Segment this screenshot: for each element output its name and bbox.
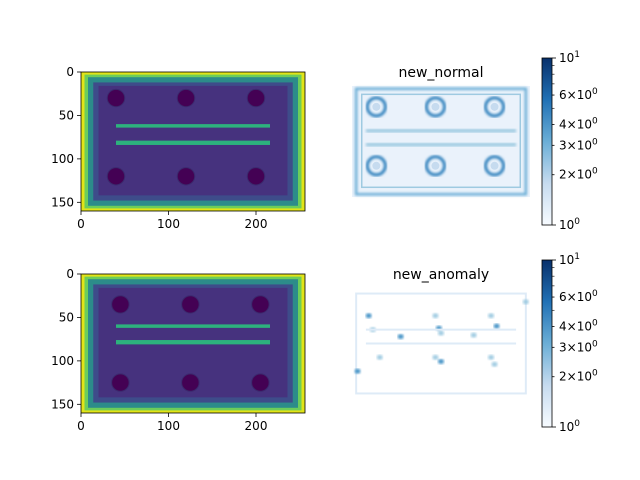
x-tick-label: 100: [157, 217, 180, 231]
axes-top-left: 0 100 200 0 50 100 150: [51, 65, 306, 231]
hole-6: [246, 167, 266, 186]
colorbar-tick-label: 2×100: [559, 167, 598, 182]
hole-3: [251, 295, 270, 314]
hole-2: [176, 88, 196, 108]
y-tick-label: 150: [51, 397, 74, 411]
anomaly-spot: [432, 313, 439, 319]
hole-center: [431, 161, 440, 170]
y-tick-label: 50: [59, 108, 74, 122]
colorbar-tick-label: 4×100: [559, 318, 598, 333]
anomaly-spot: [354, 368, 361, 374]
hole-6: [251, 373, 270, 392]
hole-response-5: [424, 155, 446, 177]
hole-response-1: [365, 96, 387, 118]
colorbar-new-normal: 100 2×100 3×100 4×100 6×100 101: [541, 50, 598, 232]
hole-response-3: [484, 96, 506, 118]
panel-bottom-left: 0 100 200 0 50 100 150: [51, 267, 306, 433]
x-tick-label: 100: [157, 419, 180, 433]
colorbar-tick-label: 2×100: [559, 369, 598, 384]
x-tick-label: 200: [245, 419, 268, 433]
groove-2: [116, 340, 270, 345]
heatmap-fill: [352, 86, 530, 197]
axes-frame: [80, 71, 306, 212]
hole-2: [181, 295, 200, 314]
panel-title-new-anomaly: new_anomaly: [393, 267, 489, 283]
hole-1: [111, 295, 130, 314]
hole-center: [490, 102, 499, 111]
anomaly-spot: [438, 359, 444, 365]
colorbar-tick-label: 100: [559, 217, 580, 232]
panel-top-left: 0 100 200 0 50 100 150: [51, 65, 306, 231]
y-tick-label: 150: [51, 195, 74, 209]
heatmap-image-new-anomaly: [352, 288, 530, 399]
groove-response-1: [365, 129, 517, 133]
axes-frame: [80, 273, 306, 414]
hole-response-2: [424, 96, 446, 118]
edge-response: [355, 292, 527, 395]
y-tick-label: 0: [66, 65, 74, 79]
hole-4: [106, 167, 126, 186]
panel-title-new-normal: new_normal: [399, 65, 484, 81]
anomaly-spot: [493, 323, 500, 329]
edge-response: [354, 87, 528, 196]
hole-center: [372, 161, 381, 170]
groove-1: [116, 324, 270, 328]
y-tick-label: 100: [51, 354, 74, 368]
heatmap-image-bottom-left: [81, 274, 305, 413]
groove-1: [116, 124, 270, 128]
x-tick-label: 200: [245, 217, 268, 231]
anomaly-spot: [438, 330, 444, 336]
anomaly-spot: [432, 354, 439, 360]
colorbar-gradient: [541, 259, 553, 428]
hole-5: [181, 373, 200, 392]
hole-center: [431, 102, 440, 111]
axes-bottom-left: 0 100 200 0 50 100 150: [51, 267, 306, 433]
hole-response-4: [365, 155, 387, 177]
colorbar-gradient: [541, 57, 553, 226]
groove-response-2: [365, 142, 517, 147]
colorbar-new-anomaly: 100 2×100 3×100 4×100 6×100 101: [541, 252, 598, 434]
anomaly-spot: [376, 354, 383, 360]
heatmap-image-new-normal: [352, 86, 530, 197]
y-tick-label: 0: [66, 267, 74, 281]
y-tick-label: 50: [59, 310, 74, 324]
colorbar-tick-label: 101: [559, 50, 580, 65]
colorbar-tick-label: 3×100: [559, 339, 598, 354]
groove-2: [116, 140, 270, 145]
panel-bottom-right: new_anomaly 100 2×100 3×100 4×100 6×100 101: [352, 252, 598, 434]
x-tick-label: 0: [77, 217, 85, 231]
heatmap-image-top-left: [81, 72, 305, 211]
hole-response-6: [484, 155, 506, 177]
hole-5: [176, 167, 196, 186]
anomaly-spot: [470, 332, 477, 338]
hole-4: [111, 373, 130, 392]
y-tick-label: 100: [51, 152, 74, 166]
colorbar-tick-label: 101: [559, 252, 580, 267]
colorbar-tick-label: 3×100: [559, 137, 598, 152]
anomaly-spot: [488, 313, 495, 319]
plate-response: [360, 93, 522, 189]
anomaly-spot: [397, 334, 404, 340]
hole-1: [106, 88, 126, 108]
anomaly-spot: [365, 313, 372, 319]
colorbar-tick-label: 6×100: [559, 87, 598, 102]
hole-center: [372, 102, 381, 111]
hole-3: [246, 88, 266, 108]
colorbar-tick-label: 6×100: [559, 289, 598, 304]
anomaly-spot: [491, 361, 498, 367]
colorbar-tick-label: 100: [559, 419, 580, 434]
anomaly-spot: [522, 299, 529, 305]
hole-center: [490, 161, 499, 170]
colorbar-tick-label: 4×100: [559, 116, 598, 131]
panel-top-right: new_normal 100 2×100 3×100 4×100 6×100 101: [352, 50, 598, 232]
anomaly-spot: [488, 354, 495, 360]
x-tick-label: 0: [77, 419, 85, 433]
